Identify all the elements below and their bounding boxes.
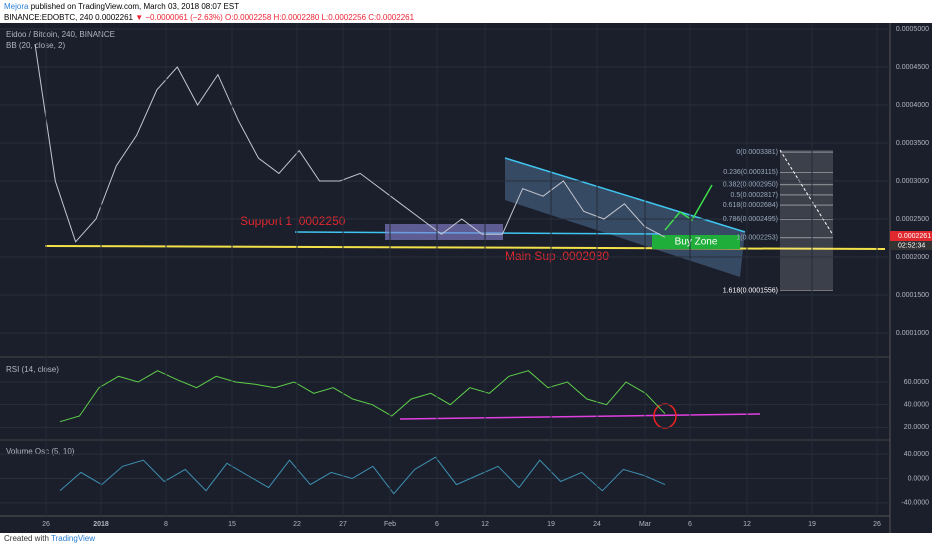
y-tick-label: 0.0005000 <box>896 26 929 33</box>
published: published on TradingView.com, March 03, … <box>30 2 240 11</box>
last-badge <box>890 231 932 241</box>
fib-label: 0.382(0.0002950) <box>723 182 778 189</box>
x-tick-label: Feb <box>384 521 396 528</box>
change: ▼ −0.0000061 (−2.63%) <box>135 13 223 22</box>
y-tick-label: 0.0001000 <box>896 330 929 337</box>
fib-diagonal <box>779 149 834 236</box>
last: 0.0002261 <box>95 13 133 22</box>
fib-label: 0.5(0.0002817) <box>731 192 778 199</box>
vol-title: Volume Osc (5, 10) <box>6 447 75 456</box>
fib-label: 0.618(0.0002684) <box>723 202 778 209</box>
series-line <box>34 44 666 243</box>
y-tick-label: -40.0000 <box>901 500 929 507</box>
indicator: BB (20, close, 2) <box>6 41 65 50</box>
y-tick-label: 60.0000 <box>904 379 929 386</box>
x-tick-label: 24 <box>593 521 601 528</box>
x-tick-label: 27 <box>339 521 347 528</box>
last-badge-text: 0.0002261 <box>898 233 931 240</box>
brand[interactable]: TradingView <box>51 534 96 543</box>
header-line: Mejora published on TradingView.com, Mar… <box>4 2 239 11</box>
author[interactable]: Mejora <box>4 2 29 11</box>
x-tick-label: 22 <box>293 521 301 528</box>
y-tick-label: 0.0004000 <box>896 102 929 109</box>
header-quote: BINANCE:EDOBTC, 240 0.0002261 ▼ −0.00000… <box>4 13 414 22</box>
annotation: Support 1 .0002250 <box>240 214 346 228</box>
main-support <box>44 245 886 250</box>
y-tick-label: 40.0000 <box>904 451 929 458</box>
y-tick-label: 0.0003500 <box>896 140 929 147</box>
series-line <box>59 456 666 495</box>
fib-box <box>780 150 833 290</box>
y-tick-label: 0.0001500 <box>896 292 929 299</box>
fib-label: 0.236(0.0003115) <box>723 169 778 176</box>
footer: Created with TradingView <box>4 534 95 543</box>
x-tick-label: 6 <box>688 521 692 528</box>
background <box>0 23 932 533</box>
x-tick-label: 2018 <box>93 521 109 528</box>
trendline <box>504 157 746 233</box>
x-tick-label: 19 <box>808 521 816 528</box>
projection <box>664 184 713 231</box>
ohlc: O:0.0002258 H:0.0002280 L:0.0002256 C:0.… <box>225 13 415 22</box>
chart: Buy Zone Support 1 .0002250 Main Sup .00… <box>0 23 932 533</box>
created: Created with <box>4 534 49 543</box>
rsi-title: RSI (14, close) <box>6 365 59 374</box>
x-tick-label: 12 <box>743 521 751 528</box>
x-tick-label: 12 <box>481 521 489 528</box>
y-tick-label: 0.0002500 <box>896 216 929 223</box>
annotation: Main Sup .0002080 <box>505 249 609 263</box>
timer-text: 02:52:34 <box>898 242 925 249</box>
fib-label: 1(0.0002253) <box>736 235 778 242</box>
chart-title: Eidoo / Bitcoin, 240, BINANCE <box>6 30 115 39</box>
buy-zone <box>652 235 740 249</box>
circle <box>653 403 677 429</box>
x-tick-label: 6 <box>435 521 439 528</box>
y-tick-label: 0.0002000 <box>896 254 929 261</box>
x-tick-label: 26 <box>42 521 50 528</box>
timer-badge <box>890 241 932 250</box>
y-tick-label: 0.0004500 <box>896 64 929 71</box>
x-tick-label: 26 <box>873 521 881 528</box>
y-tick-label: 0.0003000 <box>896 178 929 185</box>
rsi-trendline <box>399 413 761 420</box>
y-tick-label: 0.0000 <box>908 475 930 482</box>
x-tick-label: 8 <box>164 521 168 528</box>
y-tick-label: 40.0000 <box>904 402 929 409</box>
x-tick-label: 15 <box>228 521 236 528</box>
fib-label: 1.618(0.0001556) <box>723 288 778 295</box>
fib-label: 0(0.0003381) <box>736 149 778 156</box>
y-tick-label: 20.0000 <box>904 424 929 431</box>
series-line <box>59 370 666 423</box>
x-tick-label: 19 <box>547 521 555 528</box>
fib-label: 0.786(0.0002495) <box>723 216 778 223</box>
annotation: Buy Zone <box>675 237 718 248</box>
symbol: BINANCE:EDOBTC, 240 <box>4 13 93 22</box>
x-tick-label: Mar <box>639 521 652 528</box>
